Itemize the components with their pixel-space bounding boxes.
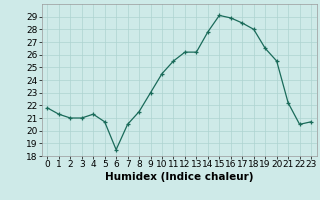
X-axis label: Humidex (Indice chaleur): Humidex (Indice chaleur) [105,172,253,182]
